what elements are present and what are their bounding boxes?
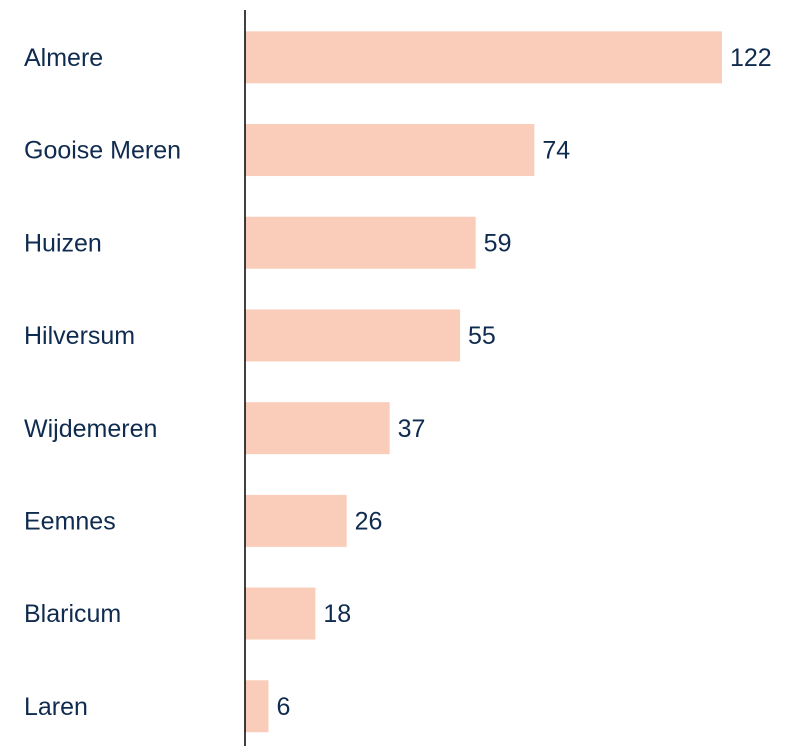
category-label: Blaricum (24, 600, 121, 628)
bar (245, 587, 316, 640)
value-label: 26 (355, 507, 383, 535)
value-label: 55 (468, 322, 496, 350)
bar (245, 31, 722, 84)
category-label: Eemnes (24, 507, 116, 535)
category-label: Wijdemeren (24, 415, 157, 443)
bar (245, 216, 476, 269)
bar (245, 680, 269, 733)
category-label: Laren (24, 693, 88, 721)
category-label: Gooise Meren (24, 137, 181, 165)
bar (245, 309, 461, 362)
value-label: 59 (484, 229, 512, 257)
value-label: 37 (398, 415, 426, 443)
bar (245, 494, 347, 547)
value-label: 6 (276, 693, 290, 721)
category-label: Hilversum (24, 322, 135, 350)
value-label: 122 (730, 44, 772, 72)
category-label: Huizen (24, 229, 102, 257)
category-label: Almere (24, 44, 103, 72)
bar (245, 402, 390, 455)
bar (245, 124, 535, 177)
value-label: 74 (542, 137, 570, 165)
value-label: 18 (323, 600, 351, 628)
